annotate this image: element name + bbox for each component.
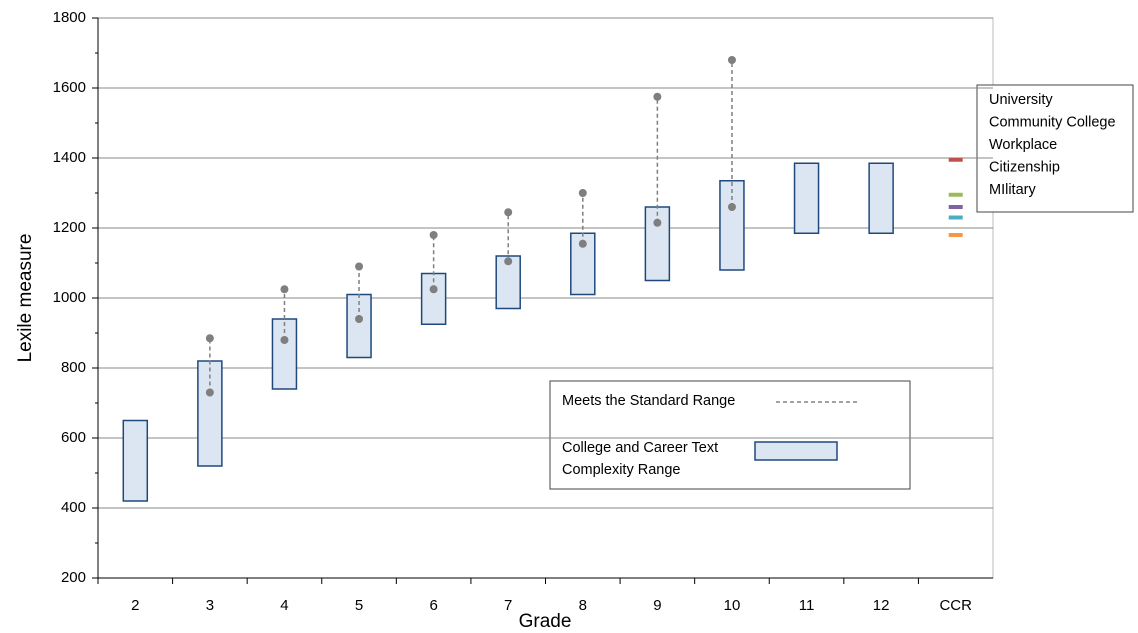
standard-high-dot <box>205 334 214 343</box>
range-box <box>122 419 149 502</box>
x-tick-label: 5 <box>355 597 363 614</box>
y-tick-label: 1000 <box>53 289 86 306</box>
ccr-legend-label: University <box>989 92 1053 108</box>
x-tick-label: 4 <box>280 597 288 614</box>
y-tick-label: 400 <box>61 499 86 516</box>
range-box <box>495 255 521 310</box>
standard-high-dot <box>578 189 587 197</box>
ccr-legend-label: Workplace <box>989 137 1057 153</box>
range-box <box>197 360 223 467</box>
y-tick-label: 200 <box>61 569 86 586</box>
standard-high-dot <box>429 231 438 239</box>
y-tick-label: 600 <box>61 429 86 446</box>
standard-high-dot <box>280 285 289 294</box>
ccr-legend-label: Citizenship <box>989 159 1060 175</box>
x-tick-label: 7 <box>504 597 512 614</box>
x-tick-label: CCR <box>939 597 972 614</box>
legend-label: College and Career Text Complexity Range <box>562 440 719 478</box>
x-tick-label: 6 <box>429 597 437 614</box>
x-tick-label: 2 <box>131 597 139 614</box>
y-tick-label: 1800 <box>53 9 86 26</box>
standard-low-dot <box>280 336 289 344</box>
y-tick-label: 800 <box>61 359 86 376</box>
legend-label: Meets the Standard Range <box>562 393 735 409</box>
legend-box <box>549 380 911 490</box>
standard-high-dot <box>504 208 513 217</box>
x-tick-label: 11 <box>799 597 815 614</box>
range-box <box>719 180 745 271</box>
range-box <box>868 162 894 234</box>
standard-low-dot <box>205 388 214 397</box>
x-tick-label: 8 <box>579 597 587 614</box>
standard-low-dot <box>727 203 736 211</box>
x-tick-label: 12 <box>873 597 890 614</box>
y-axis-title: Lexile measure <box>15 234 36 363</box>
standard-high-dot <box>727 56 736 64</box>
standard-low-dot <box>355 315 364 323</box>
ccr-legend-box <box>976 84 1134 213</box>
x-tick-label: 9 <box>653 597 661 614</box>
y-tick-label: 1400 <box>53 149 86 166</box>
standard-high-dot <box>653 92 662 101</box>
range-box <box>644 206 671 282</box>
x-tick-label: 10 <box>724 597 741 614</box>
standard-low-dot <box>429 285 438 294</box>
standard-low-dot <box>578 239 587 248</box>
ccr-legend-label: MIlitary <box>989 182 1036 198</box>
y-tick-label: 1600 <box>53 79 86 96</box>
x-axis-title: Grade <box>519 611 572 632</box>
standard-high-dot <box>355 262 364 271</box>
standard-low-dot <box>504 257 513 266</box>
standard-low-dot <box>653 218 662 227</box>
y-tick-label: 1200 <box>53 219 86 236</box>
ccr-legend-label: Community College <box>989 114 1116 130</box>
legend-box-sample <box>754 441 838 461</box>
range-box <box>793 162 820 234</box>
x-tick-label: 3 <box>206 597 214 614</box>
